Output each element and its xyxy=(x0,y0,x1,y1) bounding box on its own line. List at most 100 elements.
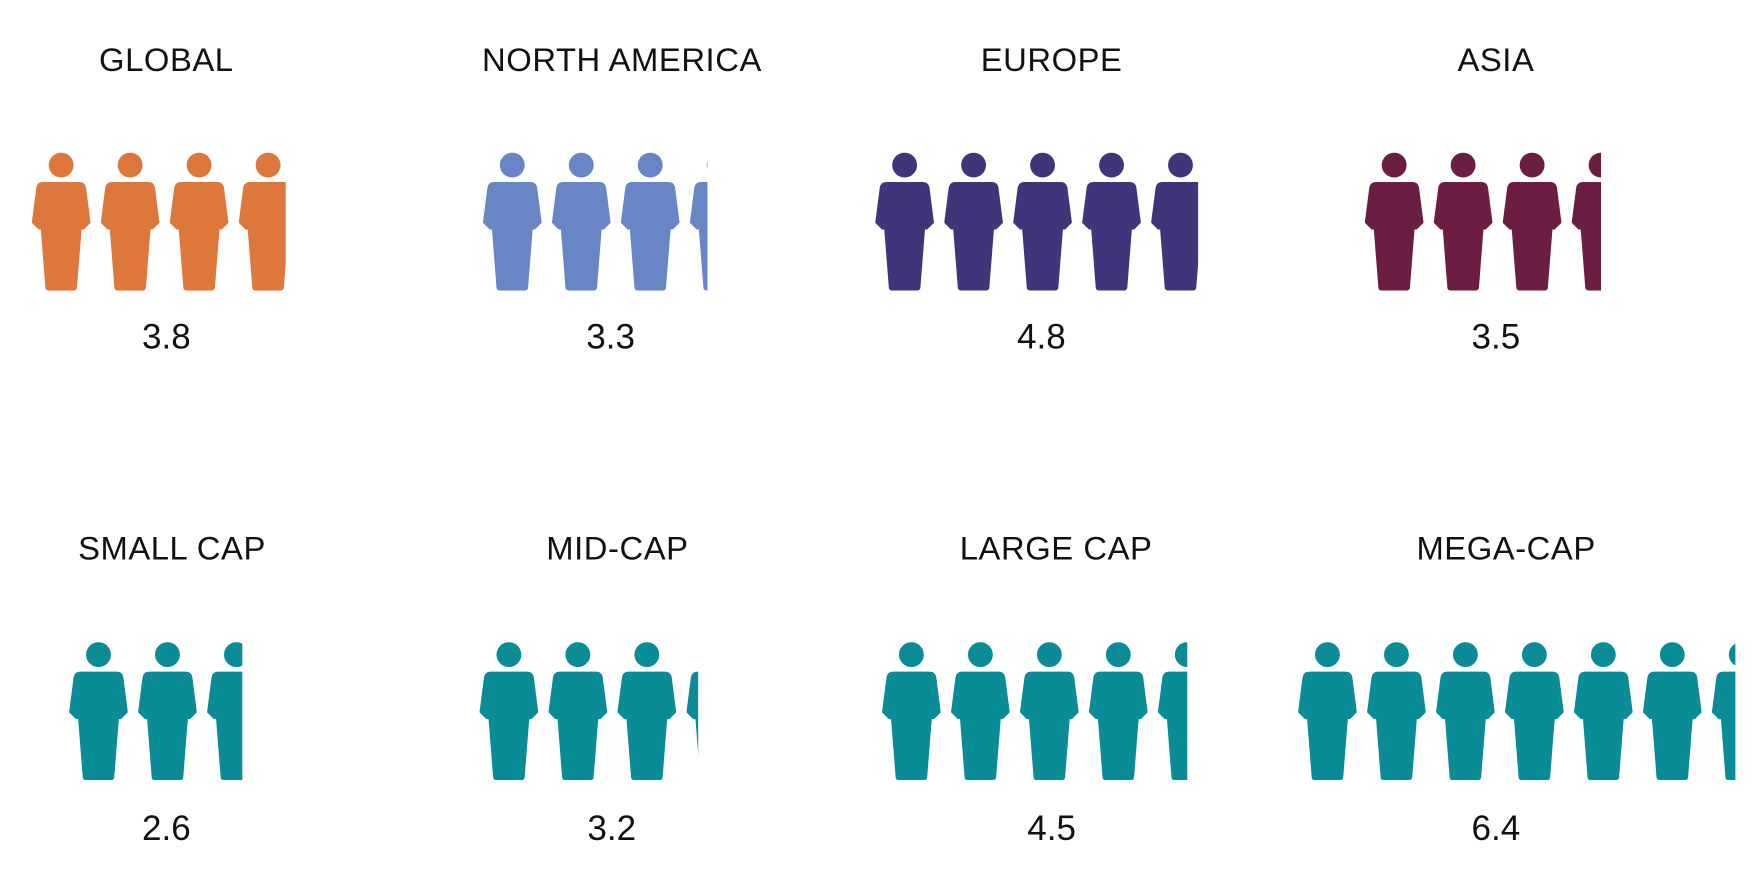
icon-head xyxy=(1381,152,1407,178)
icon-body xyxy=(551,182,611,291)
icon-head xyxy=(706,161,708,170)
icon-body xyxy=(1711,671,1736,781)
icon-body xyxy=(944,182,1003,291)
icon-head xyxy=(565,642,591,668)
icon-head xyxy=(1659,642,1685,668)
icon-body xyxy=(1013,182,1072,291)
person-icon xyxy=(875,152,935,291)
person-icon xyxy=(944,152,1003,291)
person-icon xyxy=(31,152,91,291)
icon-head xyxy=(1728,643,1736,666)
person-icon xyxy=(238,152,286,291)
icon-head xyxy=(1030,152,1055,178)
icon-body xyxy=(1571,182,1602,291)
value-label: 3.8 xyxy=(142,317,191,356)
icon-body xyxy=(1088,671,1148,781)
icon-body xyxy=(617,671,677,781)
icon-head xyxy=(499,152,525,178)
icon-head xyxy=(1450,152,1476,178)
person-icon xyxy=(1013,152,1072,291)
icon-body xyxy=(169,182,229,291)
person-icon xyxy=(1019,642,1079,781)
person-icon xyxy=(620,152,680,291)
person-icon xyxy=(169,152,229,291)
icon-body xyxy=(950,671,1010,781)
person-icon xyxy=(479,642,539,781)
person-icon xyxy=(950,642,1010,781)
icon-body xyxy=(548,671,608,781)
icon-body xyxy=(1433,182,1493,291)
panel-title: NORTH AMERICA xyxy=(482,41,762,78)
icon-body xyxy=(69,671,128,781)
icon-body xyxy=(1502,182,1562,291)
icon-body xyxy=(1367,671,1426,781)
icon-head xyxy=(1315,642,1340,668)
icon-body xyxy=(138,671,197,781)
icon-head xyxy=(892,152,918,178)
panel-title: GLOBAL xyxy=(99,41,234,78)
icon-head xyxy=(961,152,987,178)
person-icon xyxy=(617,642,677,781)
icon-body xyxy=(1151,182,1199,291)
icon-body xyxy=(1364,182,1424,291)
icon-head xyxy=(1452,642,1478,668)
person-icon xyxy=(1298,642,1357,781)
person-icon xyxy=(1435,642,1495,781)
icon-head xyxy=(898,642,924,668)
panel-title: MEGA-CAP xyxy=(1416,529,1595,566)
person-icon xyxy=(1088,642,1148,781)
icon-head xyxy=(1174,642,1188,668)
value-label: 3.3 xyxy=(586,317,635,356)
value-label: 4.8 xyxy=(1017,317,1066,356)
panel-title: MID-CAP xyxy=(546,529,688,566)
icon-body xyxy=(882,671,941,781)
icon-head xyxy=(86,642,111,668)
person-icon xyxy=(1364,152,1424,291)
icon-body xyxy=(100,182,160,291)
icon-body xyxy=(686,671,699,781)
person-icon xyxy=(686,642,728,781)
icon-body xyxy=(1573,671,1633,781)
person-icon xyxy=(1082,152,1141,291)
person-icon xyxy=(1711,643,1736,781)
person-icon xyxy=(138,642,197,781)
person-icon xyxy=(482,152,542,291)
person-icon xyxy=(882,642,941,781)
value-label: 3.5 xyxy=(1472,317,1521,356)
person-icon xyxy=(689,161,708,291)
icon-head xyxy=(1590,642,1616,668)
person-icon xyxy=(548,642,608,781)
icon-body xyxy=(238,182,286,291)
icon-head xyxy=(255,152,281,178)
person-icon xyxy=(1571,152,1602,291)
person-icon xyxy=(1367,642,1426,781)
icon-body xyxy=(1157,671,1188,781)
value-label: 6.4 xyxy=(1472,809,1521,848)
icon-head xyxy=(1105,642,1131,668)
person-icon xyxy=(1573,642,1633,781)
panel-title: LARGE CAP xyxy=(960,529,1153,566)
icon-head xyxy=(637,152,663,178)
icon-body xyxy=(1082,182,1141,291)
person-icon xyxy=(1504,642,1564,781)
icon-head xyxy=(1168,152,1193,178)
icon-head xyxy=(117,152,143,178)
icon-head xyxy=(1099,152,1124,178)
icon-body xyxy=(1642,671,1702,781)
panel-title: ASIA xyxy=(1457,41,1534,78)
icon-body xyxy=(31,182,91,291)
icon-head xyxy=(634,642,660,668)
person-icon xyxy=(1151,152,1199,291)
value-label: 4.5 xyxy=(1027,809,1076,848)
icon-head xyxy=(1383,642,1409,668)
icon-body xyxy=(1019,671,1079,781)
icon-body xyxy=(1298,671,1357,781)
icon-head xyxy=(703,642,728,667)
person-icon xyxy=(1157,642,1188,781)
icon-body xyxy=(689,182,708,291)
panel-title: EUROPE xyxy=(981,41,1123,78)
icon-head xyxy=(568,152,594,178)
icon-head xyxy=(1519,152,1545,178)
person-icon xyxy=(207,642,243,781)
